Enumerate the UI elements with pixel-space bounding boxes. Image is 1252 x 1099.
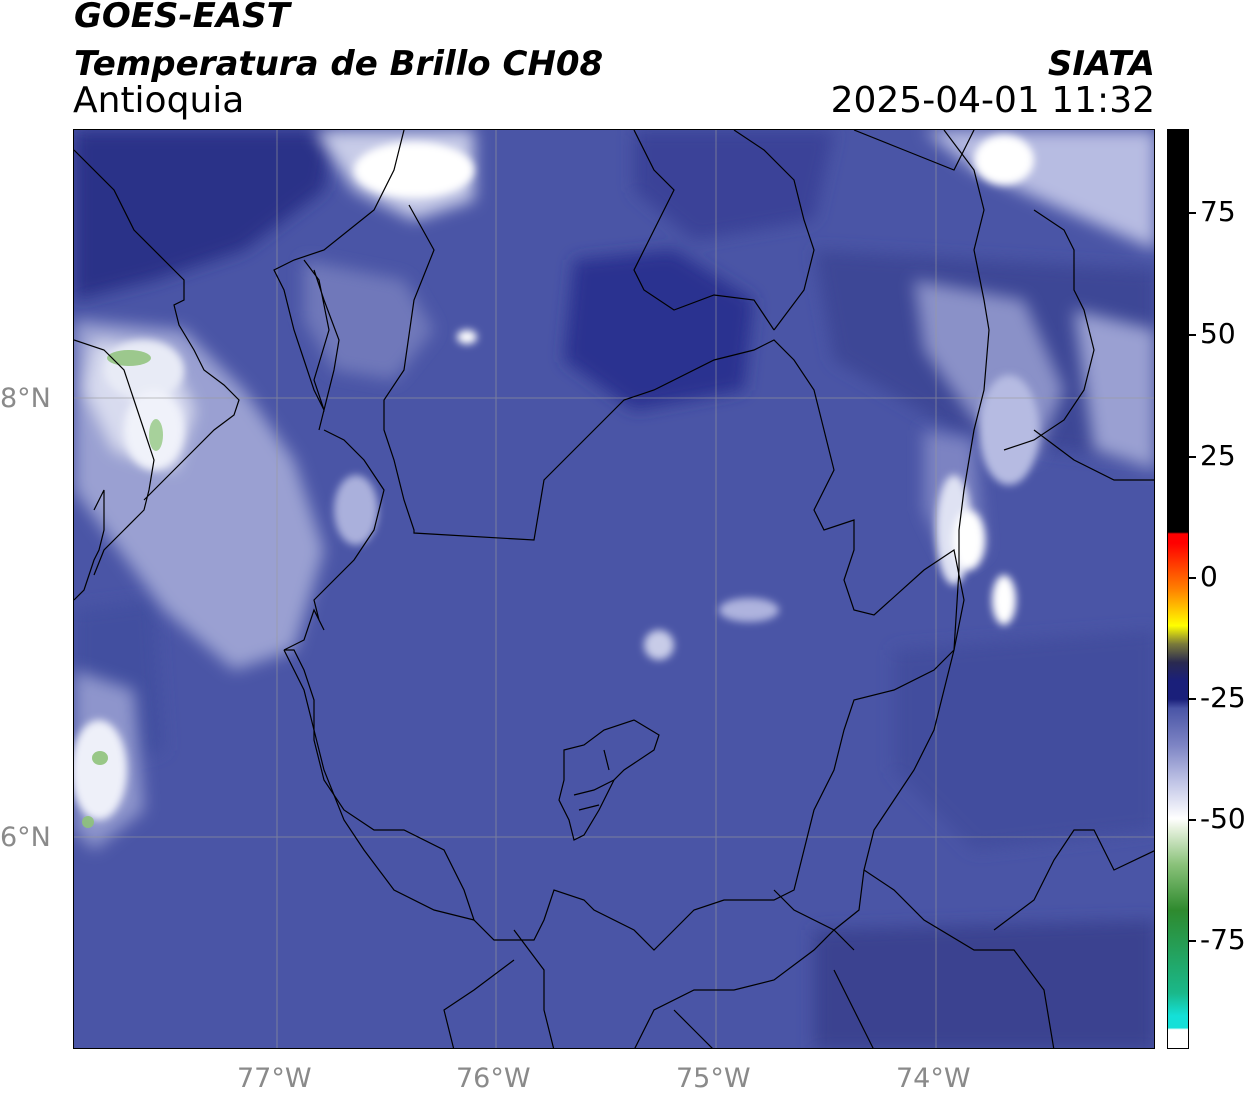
colorbar-label-50: 50 bbox=[1200, 317, 1236, 350]
product-title: Temperatura de Brillo CH08 bbox=[74, 44, 604, 84]
colorbar-label-minus50: -50 bbox=[1200, 802, 1246, 835]
lat-label-8n: 8°N bbox=[0, 383, 51, 414]
brand-label: SIATA bbox=[1047, 44, 1155, 84]
green-cloud-tops bbox=[82, 350, 163, 828]
lat-label-6n: 6°N bbox=[0, 822, 51, 853]
lon-label-75w: 75°W bbox=[676, 1063, 751, 1094]
boundaries bbox=[74, 130, 1154, 1048]
colorbar-tick bbox=[1189, 940, 1196, 942]
colorbar-tick bbox=[1189, 212, 1196, 214]
colorbar-tick bbox=[1189, 577, 1196, 579]
satellite-title: GOES-EAST bbox=[74, 0, 290, 36]
region-label: Antioquia bbox=[73, 80, 245, 121]
colorbar-tick bbox=[1189, 698, 1196, 700]
colorbar-label-75: 75 bbox=[1200, 195, 1236, 228]
colorbar-tick bbox=[1189, 456, 1196, 458]
map-canvas bbox=[74, 130, 1154, 1048]
colorbar bbox=[1167, 129, 1189, 1049]
lon-label-76w: 76°W bbox=[456, 1063, 531, 1094]
lon-label-77w: 77°W bbox=[237, 1063, 312, 1094]
lon-label-74w: 74°W bbox=[896, 1063, 971, 1094]
colorbar-label-minus75: -75 bbox=[1200, 923, 1246, 956]
colorbar-tick bbox=[1189, 819, 1196, 821]
colorbar-label-minus25: -25 bbox=[1200, 681, 1246, 714]
gridlines bbox=[74, 130, 1154, 1048]
colorbar-label-25: 25 bbox=[1200, 439, 1236, 472]
bright-cloud-cells bbox=[74, 135, 1039, 820]
colorbar-tick bbox=[1189, 334, 1196, 336]
satellite-map bbox=[73, 129, 1155, 1049]
timestamp-label: 2025-04-01 11:32 bbox=[830, 80, 1155, 121]
colorbar-label-0: 0 bbox=[1200, 560, 1218, 593]
